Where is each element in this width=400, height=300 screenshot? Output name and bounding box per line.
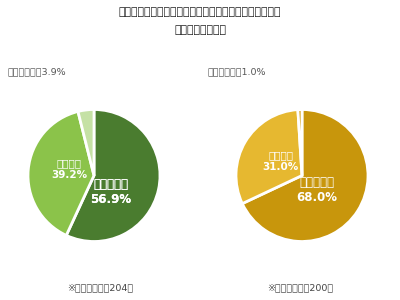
Wedge shape — [236, 110, 302, 204]
Text: ※回答企業数：204社: ※回答企業数：204社 — [67, 284, 133, 292]
Text: 増加させる
56.9%: 増加させる 56.9% — [90, 178, 131, 206]
Wedge shape — [298, 110, 302, 176]
Text: 【図表２】企業の国内設備投資・研究開発投資の見通し: 【図表２】企業の国内設備投資・研究開発投資の見通し — [119, 8, 281, 17]
Wedge shape — [28, 112, 94, 236]
Text: 増加させる
56.9%: 増加させる 56.9% — [90, 178, 131, 206]
Text: 縮小させる　3.9%: 縮小させる 3.9% — [8, 68, 67, 76]
Wedge shape — [66, 110, 160, 242]
Text: 国内設備投資: 国内設備投資 — [75, 46, 117, 59]
Text: 維持する
39.2%: 維持する 39.2% — [51, 158, 87, 180]
Text: 維持する
31.0%: 維持する 31.0% — [263, 150, 299, 172]
Text: （今後５年程度）: （今後５年程度） — [174, 26, 226, 35]
Wedge shape — [78, 110, 94, 176]
Text: 増加させる
68.0%: 増加させる 68.0% — [296, 176, 337, 204]
Wedge shape — [242, 110, 368, 242]
Text: 縮小させる　1.0%: 縮小させる 1.0% — [208, 68, 266, 76]
Text: ※回答企業数：200社: ※回答企業数：200社 — [267, 284, 333, 292]
Text: 研究開発投資: 研究開発投資 — [283, 46, 325, 59]
